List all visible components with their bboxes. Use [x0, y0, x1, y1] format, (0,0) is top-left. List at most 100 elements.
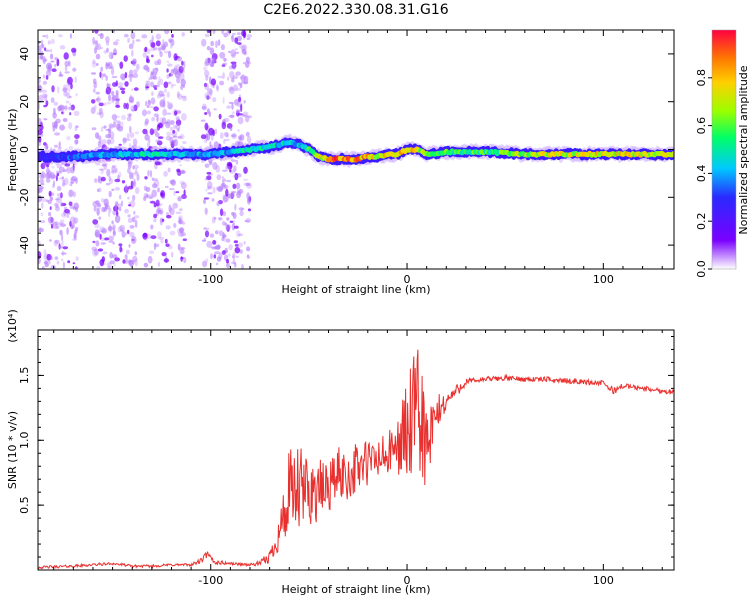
spectrogram-scatter-blob: [125, 257, 128, 265]
spectrogram-scatter-blob: [47, 216, 54, 224]
spectrogram-scatter-blob: [100, 176, 106, 182]
spectrogram-scatter-blob: [74, 229, 78, 234]
spectrogram-scatter-blob: [95, 63, 99, 66]
spectrogram-scatter-blob: [164, 88, 167, 93]
spectrogram-scatter-blob: [166, 68, 169, 73]
spectrogram-scatter-blob: [212, 129, 215, 137]
spectrogram-scatter-blob: [59, 229, 63, 236]
spectrogram-scatter-blob: [155, 199, 160, 207]
spectrogram-scatter-blob: [183, 61, 186, 68]
spectrogram-scatter-blob: [231, 35, 233, 40]
spectrogram-scatter-blob: [246, 34, 252, 38]
spectrogram-scatter-blob: [38, 187, 43, 193]
spectrogram-scatter-blob: [116, 97, 120, 102]
spectrogram-scatter-blob: [59, 71, 62, 77]
spectrogram-scatter-blob: [151, 91, 154, 96]
spectrogram-scatter-blob: [115, 39, 120, 42]
spectrogram-scatter-blob: [106, 83, 111, 88]
spectrogram-scatter-blob: [51, 68, 57, 73]
spectrogram-scatter-blob: [178, 66, 184, 74]
spectrogram-scatter-blob: [54, 144, 58, 148]
spectrogram-scatter-blob: [153, 242, 157, 251]
spectrogram-scatter-blob: [169, 230, 176, 236]
spectrogram-scatter-blob: [201, 38, 207, 47]
spectrogram-scatter-blob: [58, 166, 65, 173]
spectrogram-scatter-blob: [241, 263, 244, 269]
spectrogram-scatter-blob: [51, 174, 57, 179]
spectrogram-scatter-blob: [106, 168, 111, 177]
colorbar-tick-label: 0.2: [695, 212, 708, 230]
spectrogram-scatter-blob: [170, 120, 175, 126]
spectrogram-scatter-blob: [42, 35, 47, 38]
spectrogram-scatter-blob: [237, 129, 240, 132]
spectrogram-scatter-blob: [204, 230, 210, 238]
spectrogram-scatter-blob: [131, 88, 134, 91]
spectrogram-scatter-blob: [60, 202, 67, 207]
spectrogram-scatter-blob: [158, 76, 161, 83]
spectrogram-scatter-blob: [112, 41, 119, 46]
spectrogram-scatter-blob: [221, 64, 226, 67]
spectrogram-scatter-blob: [158, 90, 165, 97]
spectrogram-scatter-blob: [148, 77, 153, 81]
spectrogram-scatter-blob: [226, 262, 230, 269]
spectrogram-scatter-blob: [231, 53, 236, 59]
spectrogram-scatter-blob: [222, 234, 228, 238]
spectrogram-scatter-blob: [212, 186, 216, 194]
spectrogram-scatter-blob: [106, 139, 112, 145]
spectrogram-scatter-blob: [145, 80, 149, 86]
spectrogram-scatter-blob: [181, 66, 185, 70]
spectrogram-scatter-blob: [102, 73, 107, 78]
spectrogram-scatter-blob: [43, 58, 48, 62]
spectrogram-scatter-blob: [92, 219, 99, 225]
spectrogram-scatter-blob: [209, 47, 215, 55]
spectrogram-scatter-blob: [111, 220, 114, 225]
spectrogram-scatter-blob: [121, 180, 126, 184]
spectrogram-scatter-blob: [119, 229, 125, 232]
spectrogram-scatter-blob: [62, 179, 65, 182]
spectrogram-scatter-blob: [74, 134, 80, 139]
spectrogram-scatter-blob: [95, 98, 100, 101]
spectrogram-scatter-blob: [145, 86, 150, 89]
spectrogram-scatter-blob: [246, 192, 250, 200]
spectrogram-scatter-blob: [204, 178, 209, 181]
spectrogram-scatter-blob: [223, 32, 228, 38]
spectrogram-scatter-blob: [210, 253, 213, 260]
spectrogram-scatter-blob: [117, 82, 124, 86]
spectrogram-ticks: -100 0 100 -40 -20 0 20 40: [18, 29, 674, 286]
spectrogram-scatter-blob: [111, 75, 118, 79]
spectrogram-scatter-blob: [176, 168, 181, 173]
spectrogram-scatter-blob: [238, 82, 241, 86]
spectrogram-scatter-blob: [215, 165, 220, 173]
spectrogram-scatter-blob: [166, 60, 170, 63]
spectrogram-scatter-blob: [107, 266, 113, 269]
spectrogram-scatter-blob: [150, 71, 155, 75]
spectrogram-scatter-blob: [176, 77, 181, 84]
spectrogram-scatter-blob: [204, 70, 210, 77]
spectrogram-scatter-blob: [130, 236, 137, 244]
spectrogram-scatter-blob: [94, 30, 99, 34]
spectrogram-scatter-blob: [127, 185, 134, 190]
spectrogram-scatter-blob: [164, 238, 168, 244]
spectrogram-scatter-blob: [245, 115, 250, 123]
spectrogram-scatter-blob: [117, 120, 121, 126]
spectrogram-scatter-blob: [233, 225, 239, 229]
spectrogram-scatter-blob: [200, 119, 206, 122]
spectrogram-scatter-blob: [61, 234, 64, 241]
spectrogram-scatter-blob: [182, 96, 187, 102]
spectrogram-scatter-blob: [151, 116, 156, 122]
spectrogram-scatter-blob: [145, 55, 150, 59]
spectrogram-scatter-blob: [96, 208, 100, 216]
spectrogram-scatter-blob: [225, 224, 231, 231]
spectrogram-scatter-blob: [173, 138, 178, 147]
spectrogram-scatter-blob: [118, 206, 122, 212]
spectrogram-scatter-blob: [128, 43, 134, 50]
spectrogram-scatter-blob: [54, 221, 58, 226]
spectrogram-scatter-blob: [108, 207, 112, 213]
spectrogram-scatter-blob: [75, 125, 79, 129]
spectrogram-scatter-blob: [175, 119, 182, 126]
spectrogram-scatter-blob: [211, 198, 215, 202]
spectrogram-scatter-blob: [69, 220, 72, 227]
spectrogram-scatter-blob: [221, 220, 226, 226]
spectrogram-scatter-blob: [46, 253, 52, 261]
spectrogram-scatter-blob: [53, 202, 59, 207]
